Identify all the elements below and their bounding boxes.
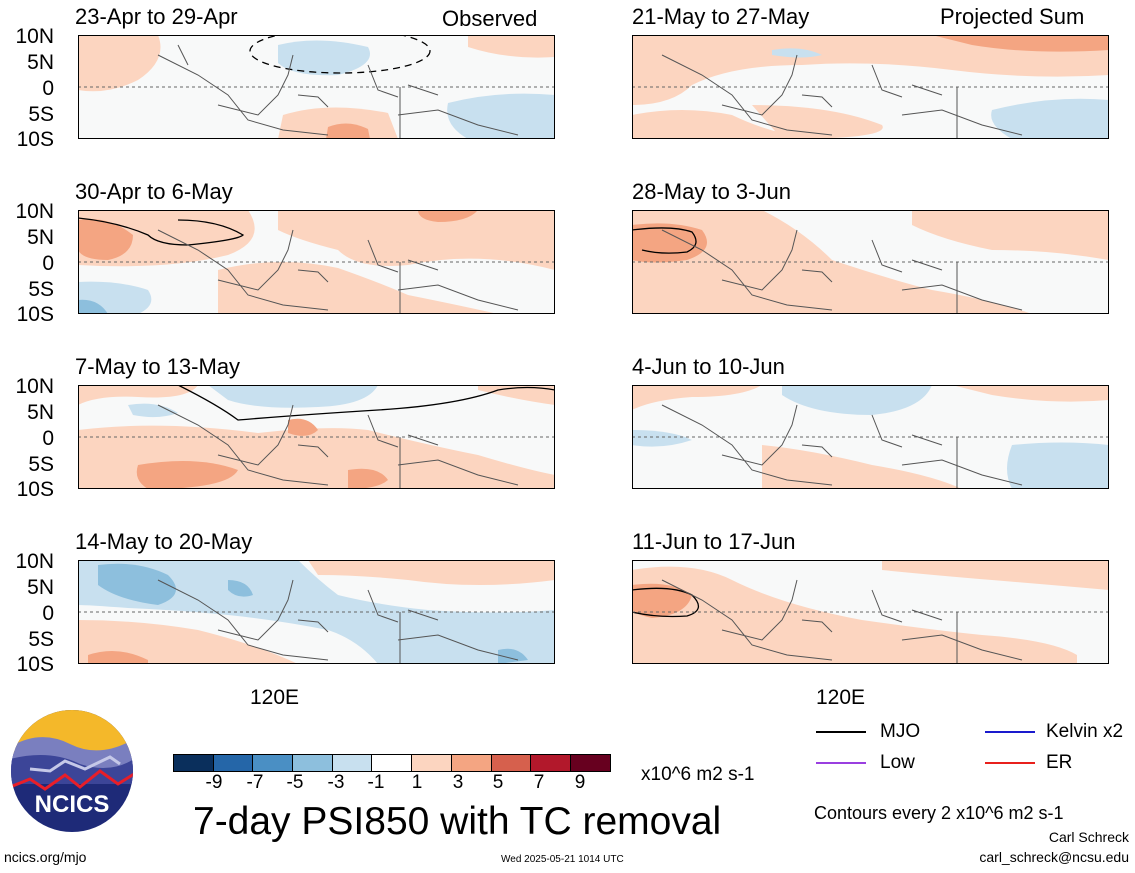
- colorbar-swatch: [490, 754, 532, 772]
- colorbar-tick: -3: [327, 772, 345, 793]
- panel-corner-label: Observed: [442, 6, 538, 31]
- map-panel: [78, 210, 555, 314]
- author-name: Carl Schreck: [1048, 829, 1129, 845]
- panel-title: 4-Jun to 10-Jun: [632, 354, 785, 379]
- colorbar-tick: -9: [205, 772, 223, 793]
- lat-label: 5N: [27, 51, 54, 74]
- map-panel: [78, 560, 555, 664]
- lat-label: 5S: [28, 628, 54, 651]
- map-panel: [632, 210, 1109, 314]
- legend-label: Kelvin x2: [1046, 721, 1124, 742]
- colorbar-swatch: [173, 754, 214, 772]
- colorbar-tick: 1: [411, 772, 423, 793]
- contours-note: Contours every 2 x10^6 m2 s-1: [814, 803, 1064, 823]
- legend-label: MJO: [880, 721, 921, 742]
- map-panel: [78, 385, 555, 489]
- colorbar-tick: 7: [533, 772, 545, 793]
- panel-title: 14-May to 20-May: [75, 529, 253, 554]
- colorbar-swatch: [212, 754, 254, 772]
- main-title: 7-day PSI850 with TC removal: [193, 800, 722, 843]
- author-email[interactable]: carl_schreck@ncsu.edu: [979, 849, 1129, 865]
- colorbar-swatch: [252, 754, 294, 772]
- lat-label: 0: [42, 602, 54, 625]
- colorbar-swatch: [331, 754, 373, 772]
- colorbar-swatch: [450, 754, 492, 772]
- legend-label: ER: [1046, 752, 1073, 773]
- colorbar-swatch: [411, 754, 452, 772]
- colorbar-units: x10^6 m2 s-1: [641, 764, 755, 785]
- lat-label: 0: [42, 77, 54, 100]
- colorbar-tick: 5: [492, 772, 504, 793]
- ncics-logo: NCICS: [10, 709, 134, 833]
- lat-label: 10N: [15, 200, 54, 223]
- map-panel: [632, 385, 1109, 489]
- timestamp: Wed 2025-05-21 1014 UTC: [501, 854, 624, 865]
- colorbar-tick: 3: [452, 772, 464, 793]
- colorbar-swatch: [569, 754, 611, 772]
- colorbar-swatch: [530, 754, 571, 772]
- panel-title: 30-Apr to 6-May: [75, 179, 233, 204]
- panel-title: 28-May to 3-Jun: [632, 179, 791, 204]
- colorbar-tick: -5: [286, 772, 304, 793]
- lat-label: 10S: [16, 653, 54, 676]
- lat-label: 10N: [15, 550, 54, 573]
- lat-label: 10N: [15, 25, 54, 48]
- map-panel: [78, 35, 555, 139]
- colorbar-swatch: [371, 754, 413, 772]
- colorbar-swatch: [292, 754, 333, 772]
- lat-label: 5N: [27, 576, 54, 599]
- panel-corner-label: Projected Sum: [940, 4, 1085, 29]
- lat-label: 0: [42, 252, 54, 275]
- panel-title: 7-May to 13-May: [75, 354, 241, 379]
- colorbar: [173, 754, 611, 772]
- lat-label: 5N: [27, 401, 54, 424]
- lat-label: 5S: [28, 278, 54, 301]
- lat-label: 5S: [28, 103, 54, 126]
- lon-label-left: 120E: [250, 686, 300, 709]
- legend-label: Low: [880, 752, 915, 773]
- legend-line-kelvin: [985, 731, 1035, 733]
- lat-label: 10S: [16, 303, 54, 326]
- legend-line-er: [985, 762, 1035, 764]
- colorbar-tick: 9: [574, 772, 586, 793]
- panel-title: 21-May to 27-May: [632, 4, 810, 29]
- lat-label: 0: [42, 427, 54, 450]
- colorbar-tick: -1: [367, 772, 385, 793]
- panel-title: 11-Jun to 17-Jun: [632, 529, 796, 554]
- logo-text: NCICS: [35, 791, 110, 818]
- lat-label: 5S: [28, 453, 54, 476]
- map-panel: [632, 560, 1109, 664]
- lon-label-right: 120E: [816, 686, 866, 709]
- colorbar-tick: -7: [246, 772, 264, 793]
- legend-line-low: [816, 762, 866, 764]
- legend-line-mjo: [816, 731, 866, 733]
- website-link[interactable]: ncics.org/mjo: [4, 849, 87, 865]
- map-panel: [632, 35, 1109, 139]
- lat-label: 5N: [27, 226, 54, 249]
- lat-label: 10S: [16, 478, 54, 501]
- lat-label: 10S: [16, 128, 54, 151]
- lat-label: 10N: [15, 375, 54, 398]
- panel-title: 23-Apr to 29-Apr: [75, 4, 238, 29]
